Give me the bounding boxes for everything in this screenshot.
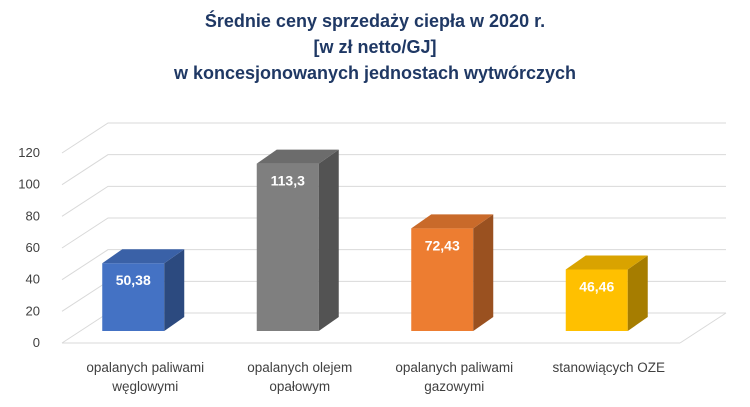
gridline xyxy=(61,217,726,249)
category-label-line: opalanych paliwami xyxy=(395,360,513,375)
gridline xyxy=(61,122,726,154)
data-label: 72,43 xyxy=(425,237,460,253)
bar-front-face xyxy=(411,228,474,331)
bar-front-face xyxy=(102,263,165,331)
category-label-line: opałowym xyxy=(269,379,330,394)
data-label: 50,38 xyxy=(116,272,151,288)
bar-side-face xyxy=(473,214,494,331)
category-label-line: gazowymi xyxy=(424,379,484,394)
bar: 46,46 xyxy=(565,255,648,331)
bar-top-face xyxy=(102,249,185,264)
category-label: opalanych olejem opałowym xyxy=(247,360,352,394)
y-tick-label: 20 xyxy=(26,303,40,318)
data-label: 46,46 xyxy=(579,278,614,294)
bar-side-face xyxy=(318,149,339,331)
bar-top-face xyxy=(256,149,339,164)
y-tick-label: 40 xyxy=(26,272,40,287)
bar: 50,38 xyxy=(102,249,185,331)
data-label: 113,3 xyxy=(271,173,305,189)
bar-side-face xyxy=(627,255,648,331)
x-axis: opalanych paliwami węglowymi opalanych ole… xyxy=(86,360,665,394)
gridline xyxy=(61,249,726,281)
bars: 50,38 113,3 72,43 46,46 xyxy=(102,149,648,331)
chart-title-line-1: Średnie ceny sprzedaży ciepła w 2020 r. xyxy=(204,11,546,31)
gridline xyxy=(61,185,726,217)
bar: 72,43 xyxy=(411,214,494,331)
bar-front-face xyxy=(256,163,319,331)
y-tick-label: 120 xyxy=(18,145,40,160)
category-label-line: opalanych olejem xyxy=(247,360,352,375)
floor-side-edge xyxy=(679,312,727,344)
bar-top-face xyxy=(411,214,494,229)
chart-title-line-3: w koncesjonowanych jednostach wytwórczyc… xyxy=(173,63,577,83)
bar: 113,3 xyxy=(256,149,339,331)
category-label: stanowiących OZE xyxy=(552,360,665,375)
chart-title-line-2: [w zł netto/GJ] xyxy=(313,37,437,57)
chart-title: Średnie ceny sprzedaży ciepła w 2020 r. … xyxy=(0,8,750,86)
y-tick-label: 0 xyxy=(33,335,40,350)
gridline xyxy=(61,154,726,186)
y-tick-label: 100 xyxy=(18,177,40,192)
category-label-line: opalanych paliwami xyxy=(86,360,204,375)
y-tick-label: 60 xyxy=(26,240,40,255)
category-label-line: węglowymi xyxy=(111,379,178,394)
category-label: opalanych paliwami węglowymi xyxy=(86,360,204,394)
bar-front-face xyxy=(565,269,628,331)
bar-side-face xyxy=(164,249,185,331)
category-label: opalanych paliwami gazowymi xyxy=(395,360,513,394)
y-tick-label: 80 xyxy=(26,208,40,223)
category-label-line: stanowiących OZE xyxy=(552,360,665,375)
y-axis: 0 20 40 60 80 100 120 xyxy=(18,145,40,350)
bar-top-face xyxy=(565,255,648,270)
